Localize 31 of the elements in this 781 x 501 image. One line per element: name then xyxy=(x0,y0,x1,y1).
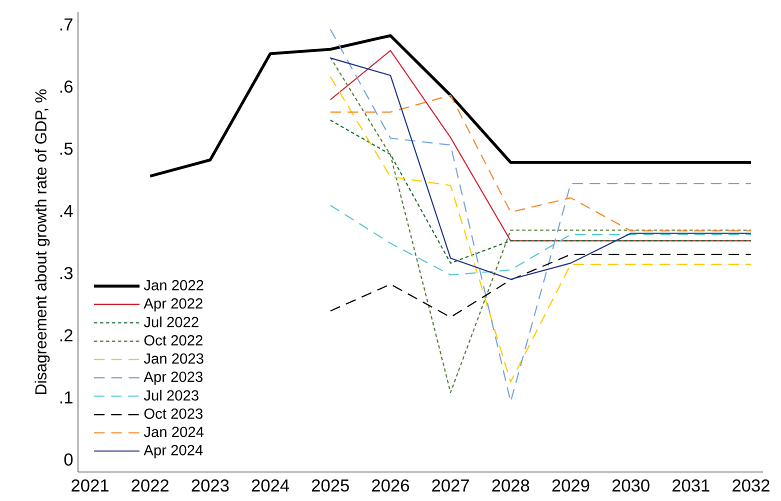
legend-label: Jan 2024 xyxy=(144,426,204,438)
y-tick-label: .1 xyxy=(60,391,72,404)
x-tick-label: 2021 xyxy=(72,479,108,492)
x-tick-label: 2024 xyxy=(252,479,290,492)
y-tick-label: 0 xyxy=(64,453,73,466)
legend-label: Apr 2024 xyxy=(144,444,203,458)
x-tick-label: 2032 xyxy=(732,479,770,492)
x-tick-label: 2029 xyxy=(552,479,590,492)
x-tick-label: 2030 xyxy=(612,479,650,492)
x-tick-label: 2027 xyxy=(432,479,469,492)
legend-label: Apr 2022 xyxy=(144,298,202,312)
y-axis-title: Disagreement about growth rate of GDP, % xyxy=(34,89,50,394)
legend-label: Oct 2023 xyxy=(144,408,203,419)
legend-label: Jan 2022 xyxy=(144,280,204,290)
x-tick-label: 2023 xyxy=(192,479,229,492)
y-tick-label: .6 xyxy=(60,80,73,93)
y-tick-label: .3 xyxy=(60,266,73,280)
x-tick-label: 2025 xyxy=(312,479,349,492)
legend-label: Jan 2023 xyxy=(144,353,204,364)
x-tick-label: 2031 xyxy=(672,479,710,492)
y-tick-label: .7 xyxy=(60,18,72,30)
y-tick-label: .4 xyxy=(60,204,73,217)
y-tick-label: .5 xyxy=(60,142,73,155)
y-tick-label: .2 xyxy=(60,329,72,342)
legend-label: Jul 2022 xyxy=(144,316,198,328)
legend-label: Apr 2023 xyxy=(144,372,203,385)
x-tick-label: 2026 xyxy=(372,479,409,492)
x-tick-label: 2022 xyxy=(132,479,169,492)
legend-label: Oct 2022 xyxy=(144,335,202,346)
x-tick-label: 2028 xyxy=(492,479,530,492)
legend-label: Jul 2023 xyxy=(144,390,198,401)
